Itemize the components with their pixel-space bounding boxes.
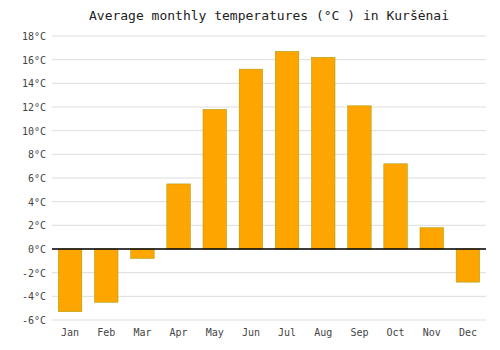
y-tick-label: 0°C — [28, 244, 46, 255]
bar — [384, 164, 408, 249]
grid-line — [52, 249, 486, 250]
y-tick-label: 6°C — [28, 173, 46, 184]
x-tick-label: Aug — [314, 327, 332, 338]
grid — [52, 36, 486, 320]
grid-line — [52, 130, 486, 131]
y-tick-label: 8°C — [28, 149, 46, 160]
bar — [456, 249, 480, 282]
title: Average monthly temperatures (°C ) in Ku… — [89, 8, 449, 23]
x-tick-label: Jan — [61, 327, 79, 338]
bar — [58, 249, 82, 312]
bar — [203, 109, 227, 249]
y-tick-label: 4°C — [28, 197, 46, 208]
grid-line — [52, 320, 486, 321]
bar — [275, 51, 299, 249]
bar — [167, 184, 191, 249]
bar — [94, 249, 118, 302]
y-tick-label: 2°C — [28, 220, 46, 231]
grid-line — [52, 59, 486, 60]
y-tick-label: -4°C — [22, 291, 46, 302]
y-tick-label: 12°C — [22, 102, 46, 113]
x-tick-label: Dec — [459, 327, 477, 338]
x-tick-label: May — [206, 327, 224, 338]
y-tick-label: -2°C — [22, 268, 46, 279]
x-tick-label: Nov — [423, 327, 441, 338]
grid-line — [52, 107, 486, 108]
bar — [131, 249, 155, 258]
x-tick-label: Mar — [133, 327, 151, 338]
chart: Average monthly temperatures (°C ) in Ku… — [0, 0, 500, 350]
grid-line — [52, 154, 486, 155]
bar — [420, 228, 444, 249]
x-tick-label: Sep — [350, 327, 368, 338]
baseline — [52, 248, 486, 250]
chart-container: Average monthly temperatures (°C ) in Ku… — [0, 0, 500, 350]
grid-line — [52, 225, 486, 226]
bar — [311, 57, 335, 249]
grid-line — [52, 83, 486, 84]
bar — [348, 106, 372, 249]
grid-line — [52, 201, 486, 202]
y-tick-label: 10°C — [22, 126, 46, 137]
y-tick-label: 16°C — [22, 55, 46, 66]
grid-line — [52, 178, 486, 179]
y-tick-label: 14°C — [22, 78, 46, 89]
bar — [239, 69, 263, 249]
x-tick-label: Jul — [278, 327, 296, 338]
x-tick-label: Apr — [170, 327, 188, 338]
y-tick-label: -6°C — [22, 315, 46, 326]
x-tick-label: Oct — [387, 327, 405, 338]
x-tick-label: Feb — [97, 327, 115, 338]
x-axis: Jan Feb Mar Apr May Jun Jul Aug Sep Oct Nov Dec — [61, 327, 477, 338]
x-tick-label: Jun — [242, 327, 260, 338]
grid-line — [52, 36, 486, 37]
y-tick-label: 18°C — [22, 31, 46, 42]
bars — [52, 51, 486, 311]
y-axis: -6°C -4°C -2°C 0°C 2°C 4°C 6°C 8°C 10°C 12°C 14°C 1… — [22, 31, 46, 326]
